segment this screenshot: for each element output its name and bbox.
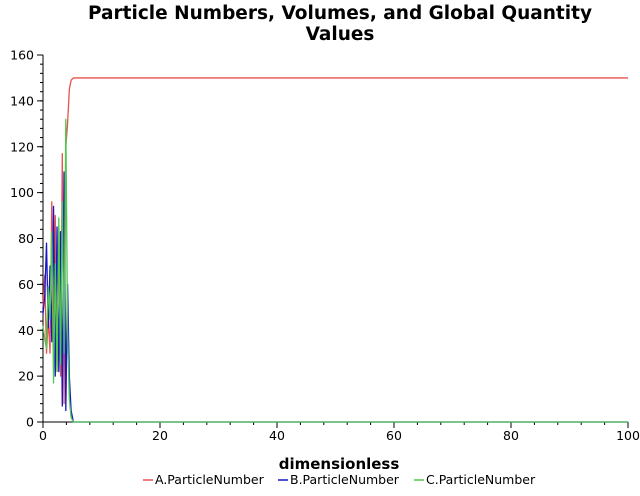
legend-entry: B.ParticleNumber [290, 472, 400, 487]
x-tick-label: 0 [39, 428, 47, 443]
x-axis-title: dimensionless [279, 455, 400, 473]
x-tick-label: 80 [503, 428, 519, 443]
y-tick-label: 0 [26, 415, 34, 430]
y-tick-label: 100 [10, 185, 34, 200]
chart-title-line-2: Values [306, 24, 375, 45]
series-line-b [42, 171, 628, 423]
x-tick-label: 60 [386, 428, 402, 443]
y-tick-label: 80 [18, 231, 34, 246]
series-line-a [42, 77, 628, 405]
y-tick-label: 140 [10, 93, 34, 108]
y-tick-label: 120 [10, 139, 34, 154]
legend-entry: C.ParticleNumber [426, 472, 536, 487]
series-line-c [42, 118, 628, 423]
y-tick-label: 160 [10, 48, 34, 63]
y-tick-label: 20 [18, 369, 34, 384]
y-tick-label: 60 [18, 277, 34, 292]
legend-entry: A.ParticleNumber [155, 472, 265, 487]
chart-title: Particle Numbers, Volumes, and Global Qu… [88, 3, 592, 45]
x-tick-label: 100 [616, 428, 640, 443]
legend: A.ParticleNumber B.ParticleNumber C.Partic… [143, 472, 536, 487]
y-tick-label: 40 [18, 323, 34, 338]
x-tick-label: 20 [152, 428, 168, 443]
plot-axes: 0 20 40 60 80 100 0 20 40 60 80 100 120 140 160 [10, 48, 640, 444]
series-layer [42, 77, 628, 423]
chart-title-line-1: Particle Numbers, Volumes, and Global Qu… [88, 3, 592, 24]
x-tick-label: 40 [269, 428, 285, 443]
